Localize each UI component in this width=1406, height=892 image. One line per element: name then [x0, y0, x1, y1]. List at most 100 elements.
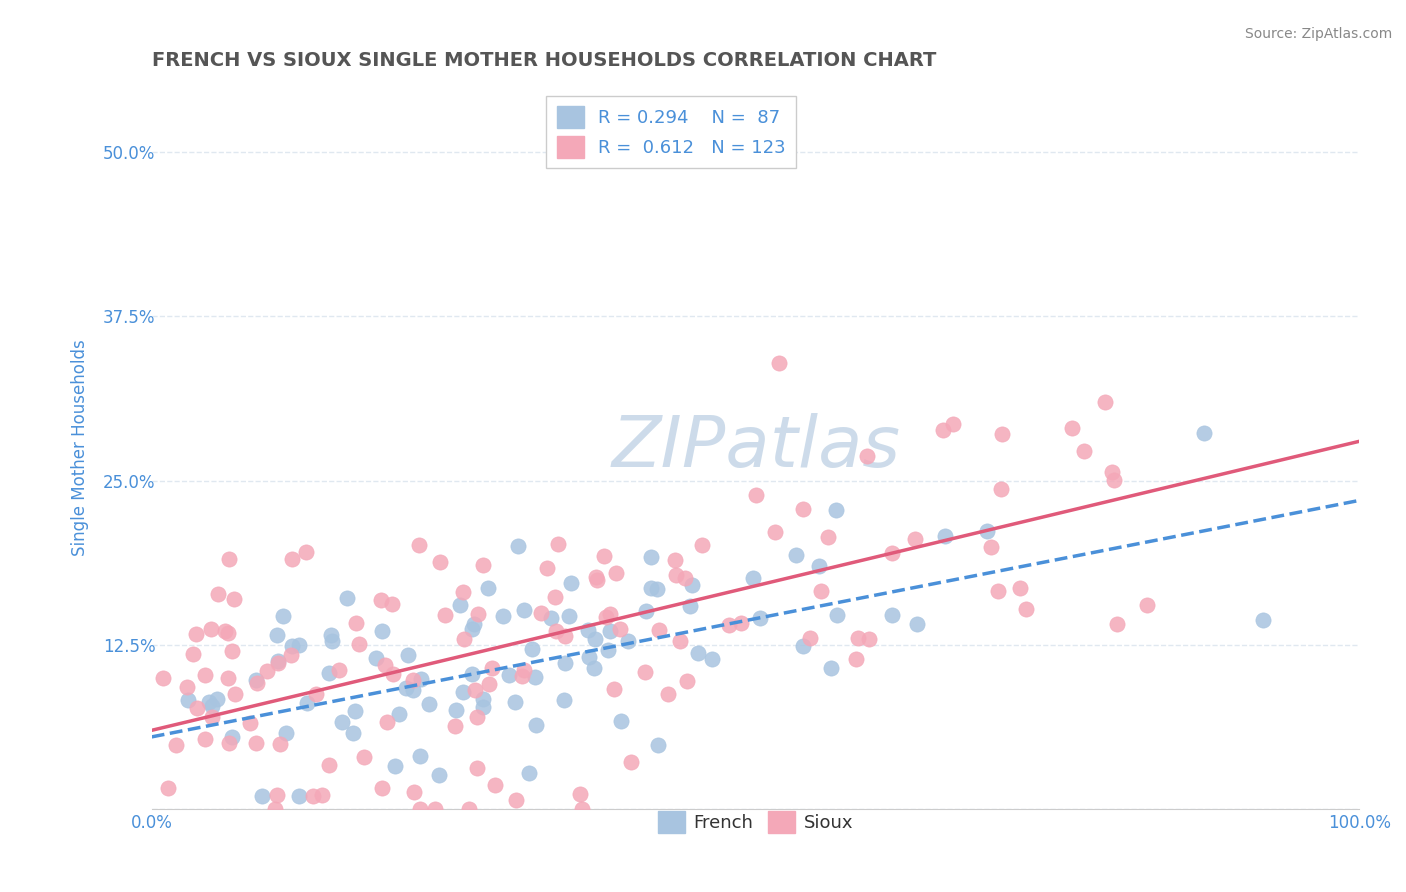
Point	[239, 716, 262, 731]
Point	[679, 599, 702, 613]
Point	[1253, 613, 1275, 627]
Point	[344, 616, 367, 631]
Point	[472, 558, 495, 573]
Point	[201, 698, 224, 713]
Point	[404, 784, 426, 798]
Point	[987, 584, 1010, 599]
Point	[418, 697, 440, 711]
Point	[880, 546, 903, 560]
Point	[1192, 426, 1215, 441]
Text: ZIPatlas: ZIPatlas	[612, 413, 900, 483]
Point	[506, 539, 529, 553]
Point	[281, 640, 304, 654]
Point	[165, 738, 187, 752]
Point	[218, 736, 240, 750]
Point	[218, 552, 240, 566]
Legend: French, Sioux: French, Sioux	[647, 800, 865, 844]
Point	[820, 661, 842, 675]
Point	[599, 624, 621, 638]
Point	[856, 449, 879, 463]
Point	[792, 639, 814, 653]
Point	[634, 665, 657, 679]
Point	[287, 789, 309, 803]
Point	[287, 638, 309, 652]
Point	[523, 670, 546, 684]
Point	[763, 524, 786, 539]
Point	[673, 571, 696, 585]
Point	[152, 671, 174, 685]
Point	[664, 553, 686, 567]
Point	[305, 687, 328, 701]
Point	[427, 768, 450, 782]
Point	[520, 641, 543, 656]
Point	[554, 656, 576, 670]
Point	[374, 657, 396, 672]
Point	[510, 669, 533, 683]
Point	[297, 696, 319, 710]
Point	[396, 648, 419, 662]
Point	[498, 668, 520, 682]
Point	[745, 488, 768, 502]
Point	[785, 548, 807, 562]
Point	[252, 789, 274, 803]
Point	[347, 636, 370, 650]
Point	[1094, 395, 1116, 409]
Point	[318, 666, 340, 681]
Point	[370, 593, 392, 607]
Point	[453, 632, 475, 647]
Point	[578, 650, 600, 665]
Point	[585, 573, 607, 587]
Point	[311, 788, 333, 802]
Point	[409, 748, 432, 763]
Y-axis label: Single Mother Households: Single Mother Households	[72, 340, 89, 557]
Point	[675, 673, 697, 688]
Point	[477, 582, 499, 596]
Point	[321, 633, 343, 648]
Point	[245, 736, 267, 750]
Point	[905, 617, 928, 632]
Point	[991, 427, 1014, 442]
Point	[481, 661, 503, 675]
Point	[382, 666, 405, 681]
Point	[524, 717, 547, 731]
Point	[207, 587, 229, 601]
Point	[302, 789, 325, 803]
Point	[221, 644, 243, 658]
Point	[825, 503, 848, 517]
Point	[266, 628, 288, 642]
Point	[423, 802, 446, 816]
Point	[768, 356, 790, 370]
Point	[544, 590, 567, 604]
Point	[569, 787, 592, 801]
Point	[457, 802, 479, 816]
Point	[384, 758, 406, 772]
Point	[1101, 466, 1123, 480]
Point	[336, 591, 359, 606]
Point	[647, 582, 669, 596]
Point	[177, 692, 200, 706]
Point	[402, 673, 425, 687]
Point	[461, 666, 484, 681]
Point	[449, 598, 471, 612]
Point	[184, 626, 207, 640]
Point	[648, 623, 671, 637]
Point	[1073, 444, 1095, 458]
Point	[560, 576, 582, 591]
Point	[530, 606, 553, 620]
Point	[932, 423, 955, 437]
Point	[434, 607, 457, 622]
Point	[186, 700, 208, 714]
Point	[318, 758, 340, 772]
Point	[467, 607, 489, 621]
Point	[464, 683, 486, 698]
Point	[207, 692, 229, 706]
Point	[976, 524, 998, 538]
Point	[200, 622, 222, 636]
Point	[605, 566, 627, 580]
Point	[513, 602, 536, 616]
Point	[536, 561, 558, 575]
Point	[246, 676, 269, 690]
Point	[1015, 601, 1038, 615]
Point	[807, 558, 830, 573]
Point	[409, 802, 432, 816]
